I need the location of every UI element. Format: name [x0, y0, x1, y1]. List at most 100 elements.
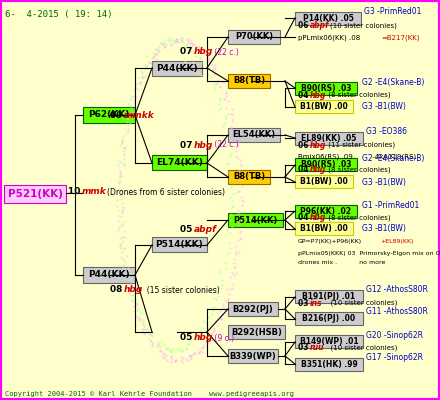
Bar	[152, 155, 207, 170]
Bar	[295, 100, 353, 113]
Text: (8 sister colonies): (8 sister colonies)	[326, 92, 391, 98]
Text: abpf: abpf	[310, 22, 330, 30]
Text: pPLmix05(KKK) 03  Primorsky-Elgon mix on Oberpf.: pPLmix05(KKK) 03 Primorsky-Elgon mix on …	[298, 250, 440, 256]
Text: G17 -Sinop62R: G17 -Sinop62R	[366, 354, 423, 362]
Text: (10 sister colonies): (10 sister colonies)	[330, 23, 397, 29]
Bar	[295, 358, 363, 371]
Text: hbg: hbg	[310, 214, 326, 222]
Text: 07: 07	[180, 48, 196, 56]
Text: G2 -E4(Skane-B): G2 -E4(Skane-B)	[362, 78, 424, 86]
Text: ruu: ruu	[310, 344, 324, 352]
Text: B216(PJ) .00: B216(PJ) .00	[302, 314, 356, 323]
Text: =B217(KK): =B217(KK)	[381, 35, 419, 41]
Bar	[295, 222, 353, 235]
Text: P96(KK) .02: P96(KK) .02	[301, 207, 352, 216]
Bar	[228, 349, 278, 363]
Bar	[228, 213, 283, 227]
Text: pPLmix06(KK) .08: pPLmix06(KK) .08	[298, 35, 360, 41]
Text: 04: 04	[298, 214, 311, 222]
Bar	[228, 302, 278, 316]
Text: 06: 06	[298, 22, 311, 30]
Text: 05: 05	[180, 226, 195, 234]
Text: B292(HSB): B292(HSB)	[231, 328, 282, 336]
Text: G1 -PrimRed01: G1 -PrimRed01	[362, 200, 419, 210]
Text: (15 sister colonies): (15 sister colonies)	[142, 286, 220, 294]
Bar	[295, 335, 363, 348]
Text: 07: 07	[180, 140, 196, 150]
Bar	[152, 61, 202, 76]
Text: G3 -B1(BW): G3 -B1(BW)	[362, 102, 406, 112]
Bar	[295, 12, 361, 25]
Text: hbg: hbg	[310, 140, 326, 150]
Text: G3 -EO386: G3 -EO386	[366, 128, 407, 136]
Text: G3 -B1(BW): G3 -B1(BW)	[362, 178, 406, 186]
Text: P514(KK): P514(KK)	[233, 216, 278, 224]
Bar	[228, 30, 280, 44]
Text: B8(TB): B8(TB)	[233, 76, 265, 86]
Text: 06: 06	[298, 140, 311, 150]
Text: (11 sister colonies): (11 sister colonies)	[326, 142, 395, 148]
Bar	[295, 205, 357, 218]
Text: G11 -AthosS80R: G11 -AthosS80R	[366, 308, 428, 316]
Text: abpf: abpf	[194, 226, 217, 234]
Text: Copyright 2004-2015 © Karl Kehrle Foundation    www.pedigreeapis.org: Copyright 2004-2015 © Karl Kehrle Founda…	[5, 391, 294, 397]
Text: (9 c.): (9 c.)	[212, 334, 234, 342]
Text: (10 sister colonies): (10 sister colonies)	[326, 300, 397, 306]
Bar	[295, 82, 357, 95]
Text: mmkk: mmkk	[124, 110, 155, 120]
Text: 05: 05	[180, 334, 195, 342]
Text: 6-  4-2015 ( 19: 14): 6- 4-2015 ( 19: 14)	[5, 10, 113, 19]
Text: (22 c.): (22 c.)	[212, 48, 239, 56]
Bar	[228, 128, 280, 142]
Text: B191(PJ) .01: B191(PJ) .01	[302, 292, 356, 301]
Text: P70(KK): P70(KK)	[235, 32, 273, 42]
Text: (8 sister colonies): (8 sister colonies)	[326, 215, 391, 221]
Text: ins: ins	[310, 298, 323, 308]
Text: 04: 04	[298, 166, 311, 174]
Bar	[228, 325, 285, 339]
Text: 08: 08	[110, 286, 125, 294]
Bar	[83, 107, 135, 123]
Text: -4xA119(RS): -4xA119(RS)	[370, 154, 416, 160]
Text: B90(RS) .03: B90(RS) .03	[301, 84, 351, 93]
Text: B1(BW) .00: B1(BW) .00	[300, 102, 348, 111]
Text: (Drones from 6 sister colonies): (Drones from 6 sister colonies)	[107, 188, 225, 196]
Text: +EL89(KK): +EL89(KK)	[380, 240, 414, 244]
Text: hbg: hbg	[194, 334, 213, 342]
Text: G20 -Sinop62R: G20 -Sinop62R	[366, 330, 423, 340]
Text: hbg: hbg	[194, 48, 213, 56]
Text: P14(KK) .05: P14(KK) .05	[303, 14, 353, 23]
Text: B8(TB): B8(TB)	[233, 172, 265, 182]
Bar	[228, 74, 270, 88]
Text: EL54(KK): EL54(KK)	[232, 130, 275, 140]
Text: 03: 03	[298, 344, 311, 352]
Text: B339(WP): B339(WP)	[230, 352, 276, 360]
Text: G2 -E4(Skane-B): G2 -E4(Skane-B)	[362, 154, 424, 162]
Bar	[295, 175, 353, 188]
Text: hbg: hbg	[310, 90, 326, 100]
Text: hbg: hbg	[194, 140, 213, 150]
Text: B351(HK) .99: B351(HK) .99	[301, 360, 357, 369]
Text: B90(RS) .03: B90(RS) .03	[301, 160, 351, 169]
Text: 04: 04	[298, 90, 311, 100]
Text: drones mix .           no more: drones mix . no more	[298, 260, 385, 266]
Text: B149(WP) .01: B149(WP) .01	[300, 337, 358, 346]
Text: P44(KK): P44(KK)	[88, 270, 130, 280]
Text: (22 c.): (22 c.)	[212, 140, 239, 150]
Text: B292(PJ): B292(PJ)	[233, 304, 273, 314]
Bar	[295, 290, 363, 303]
Bar	[295, 132, 363, 145]
Text: (8 sister colonies): (8 sister colonies)	[326, 167, 391, 173]
Bar	[4, 185, 66, 203]
Text: (10 sister colonies): (10 sister colonies)	[326, 345, 397, 351]
Text: G3 -B1(BW): G3 -B1(BW)	[362, 224, 406, 234]
Text: P62(KK): P62(KK)	[88, 110, 130, 120]
Bar	[83, 267, 135, 283]
Text: 03: 03	[298, 298, 311, 308]
Bar	[295, 158, 357, 171]
Text: EL89(KK) .05: EL89(KK) .05	[301, 134, 357, 143]
Text: GP=P7(KK)+P96(KK): GP=P7(KK)+P96(KK)	[298, 240, 362, 244]
Text: G12 -AthosS80R: G12 -AthosS80R	[366, 286, 428, 294]
Text: 10: 10	[68, 188, 84, 196]
Text: B1(BW) .00: B1(BW) .00	[300, 224, 348, 233]
